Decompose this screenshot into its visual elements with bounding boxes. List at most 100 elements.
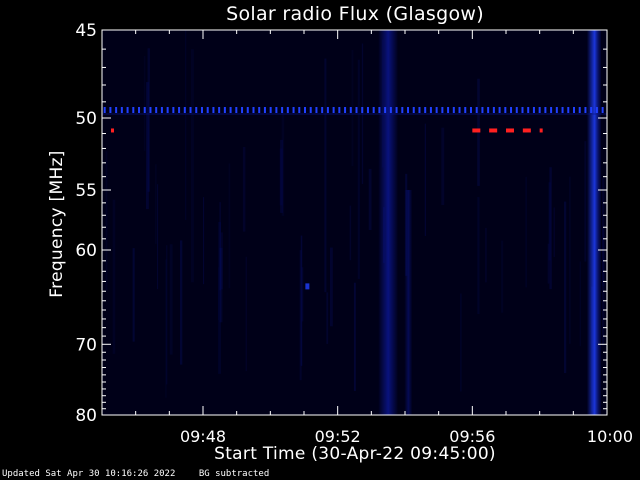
noise-streak (357, 59, 360, 279)
noise-streak (548, 182, 551, 261)
interference-dot (447, 107, 450, 113)
noise-streak (105, 151, 108, 292)
interference-dot (160, 107, 163, 113)
noise-streak (143, 55, 146, 151)
interference-dot (326, 107, 329, 113)
footer-status: Updated Sat Apr 30 10:16:26 2022 BG subt… (2, 469, 269, 479)
interference-dot (504, 107, 507, 113)
interference-dot (452, 107, 455, 113)
noise-streak (553, 207, 555, 258)
noise-streak (169, 244, 173, 355)
interference-dot (441, 107, 444, 113)
noise-streak (218, 267, 220, 321)
interference-dot (315, 107, 318, 113)
interference-dot (212, 107, 215, 113)
noise-streak (219, 202, 221, 291)
interference-dot (235, 107, 238, 113)
interference-dot (595, 107, 598, 113)
noise-streak (147, 48, 150, 192)
noise-streak (547, 243, 550, 284)
noise-streak (361, 43, 364, 184)
x-tick-label: 10:00 (587, 427, 633, 446)
interference-dot (218, 107, 221, 113)
interference-dot (464, 107, 467, 113)
footer-note: BG subtracted (198, 469, 270, 479)
interference-dot (332, 107, 335, 113)
interference-dot (361, 107, 364, 113)
interference-dot (149, 107, 152, 113)
interference-dot (527, 107, 530, 113)
noise-streak (179, 240, 183, 365)
interference-dot (521, 107, 524, 113)
interference-dot (407, 107, 410, 113)
burst-band (586, 30, 601, 415)
noise-streak (602, 229, 605, 287)
interference-dot (223, 107, 226, 113)
noise-streak (279, 148, 283, 206)
red-dash (506, 128, 514, 133)
noise-streak (245, 256, 247, 372)
noise-streak (185, 30, 187, 220)
interference-dot (590, 107, 593, 113)
interference-dot (366, 107, 369, 113)
interference-dot (458, 107, 461, 113)
y-axis-label: Frequency [MHz] (47, 150, 67, 298)
noise-streak (242, 146, 246, 232)
plot-area (102, 30, 607, 415)
interference-dot (195, 107, 198, 113)
noise-streak (460, 293, 462, 392)
interference-dot (344, 107, 347, 113)
interference-dot (561, 107, 564, 113)
interference-dot (572, 107, 575, 113)
red-dash (472, 128, 481, 133)
interference-dot (281, 107, 284, 113)
interference-dot (555, 107, 558, 113)
noise-streak (602, 178, 605, 346)
interference-dot (309, 107, 312, 113)
noise-streak (326, 292, 329, 344)
interference-dot (298, 107, 301, 113)
interference-dot (258, 107, 261, 113)
noise-streak (477, 197, 480, 315)
interference-dot (103, 107, 106, 113)
noise-streak (441, 127, 445, 206)
noise-streak (112, 199, 116, 354)
interference-dot (418, 107, 421, 113)
interference-dot (172, 107, 175, 113)
interference-dot (292, 107, 295, 113)
interference-dot (115, 107, 118, 113)
interference-dot (321, 107, 324, 113)
interference-dot (120, 107, 123, 113)
interference-dot (109, 107, 112, 113)
interference-shadow (102, 113, 607, 115)
noise-streak (424, 123, 426, 236)
red-dash (489, 128, 498, 133)
interference-dot (275, 107, 278, 113)
interference-dot (538, 107, 541, 113)
interference-dot (246, 107, 249, 113)
interference-dot (189, 107, 192, 113)
red-dash (522, 128, 531, 133)
noise-streak (218, 222, 222, 374)
interference-dot (510, 107, 513, 113)
interference-dot (355, 107, 358, 113)
interference-dot (429, 107, 432, 113)
interference-dot (469, 107, 472, 113)
noise-streak (584, 141, 587, 262)
interference-dot (578, 107, 581, 113)
interference-dot (515, 107, 518, 113)
interference-dot (304, 107, 306, 113)
x-axis-label: Start Time (30-Apr-22 09:45:00) (214, 444, 496, 464)
interference-dot (252, 107, 255, 113)
interference-dot (435, 107, 438, 113)
red-dash (539, 128, 543, 133)
noise-streak (563, 201, 567, 374)
interference-dot (424, 107, 427, 113)
noise-streak (301, 267, 304, 322)
noise-streak (281, 111, 285, 216)
interference-dot (132, 107, 135, 113)
noise-streak (501, 240, 504, 313)
noise-streak (203, 197, 205, 285)
x-tick-label: 09:56 (449, 427, 495, 446)
noise-streak (280, 139, 283, 213)
